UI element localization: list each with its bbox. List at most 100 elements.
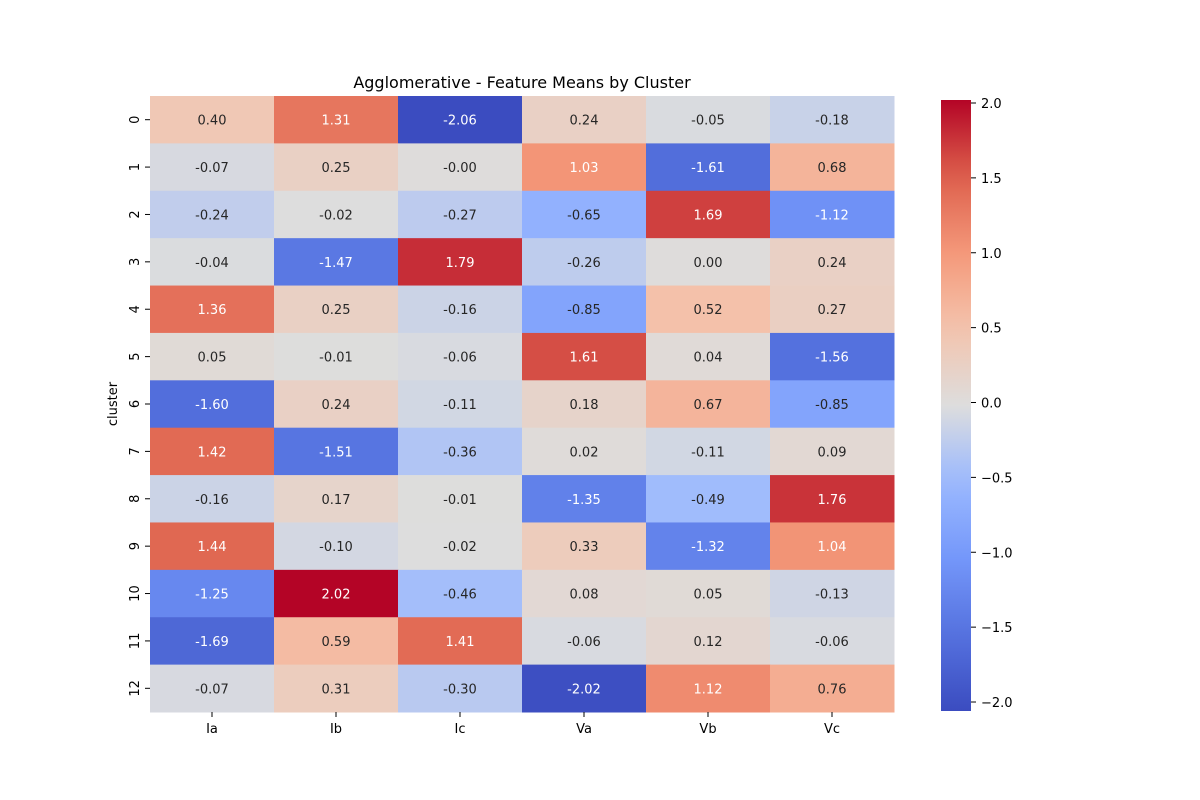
heatmap-cell (646, 475, 771, 523)
heatmap-cell (274, 475, 399, 523)
heatmap-cell (274, 143, 399, 192)
y-tick-label: 5 (128, 352, 143, 360)
colorbar-tick-label: 1.5 (981, 172, 1002, 187)
heatmap-cell (398, 664, 523, 713)
heatmap-cell (150, 332, 275, 381)
cell-value-label: -0.16 (443, 303, 477, 318)
heatmap-cell (398, 238, 523, 287)
cell-value-label: -1.56 (815, 351, 849, 366)
cell-value-label: 1.03 (570, 161, 599, 176)
cell-value-label: -0.11 (443, 398, 477, 413)
cell-value-label: -0.10 (319, 540, 353, 555)
cell-value-label: 1.42 (198, 445, 227, 460)
heatmap-cell (770, 238, 895, 287)
cell-value-label: -0.01 (443, 493, 477, 508)
y-tick-label: 10 (128, 585, 143, 602)
y-tick-label: 8 (128, 495, 143, 503)
cell-value-label: 0.33 (570, 540, 599, 555)
heatmap-cell (398, 332, 523, 381)
heatmap-cell (150, 143, 275, 192)
y-tick-label: 4 (128, 305, 143, 313)
cell-value-label: -0.01 (319, 351, 353, 366)
y-tick-label: 11 (128, 633, 143, 650)
cell-value-label: 1.31 (322, 114, 351, 129)
cell-value-label: -0.13 (815, 588, 849, 603)
cell-value-label: 0.76 (818, 682, 847, 697)
heatmap-cell (274, 285, 399, 334)
colorbar-gradient (941, 100, 971, 711)
heatmap-cell (274, 96, 399, 144)
colorbar-tick-label: 2.0 (981, 97, 1002, 112)
heatmap-cell (646, 522, 771, 571)
cell-value-label: 0.25 (322, 303, 351, 318)
heatmap-cell (770, 475, 895, 523)
heatmap-cell (150, 617, 275, 666)
heatmap-cell (646, 664, 771, 713)
cell-value-label: -0.06 (815, 635, 849, 650)
cell-value-label: 0.67 (694, 398, 723, 413)
cell-value-label: -1.32 (691, 540, 725, 555)
heatmap-cell (646, 427, 771, 476)
cell-value-label: -0.24 (195, 208, 229, 223)
heatmap-cell (150, 664, 275, 713)
heatmap-cell (770, 285, 895, 334)
heatmap-cell (646, 569, 771, 618)
heatmap-cell (398, 96, 523, 144)
y-tick-label: 3 (128, 258, 143, 266)
cell-value-label: 1.76 (818, 493, 847, 508)
cell-value-label: -0.49 (691, 493, 725, 508)
cell-value-label: -0.02 (443, 540, 477, 555)
y-tick-label: 6 (128, 400, 143, 408)
heatmap-cell (522, 190, 647, 239)
heatmap-cell (150, 522, 275, 571)
cell-value-label: 0.25 (322, 161, 351, 176)
cell-value-label: -0.30 (443, 682, 477, 697)
colorbar: 2.0 1.5 1.0 0.5 0.0 −0.5 −1.0 −1.5 −2.0 (941, 97, 1013, 711)
cell-value-label: 1.69 (694, 208, 723, 223)
cell-value-label: 0.24 (570, 114, 599, 129)
cell-value-label: 1.44 (198, 540, 227, 555)
cell-value-label: -0.16 (195, 493, 229, 508)
heatmap-cell (274, 427, 399, 476)
heatmap-cell (646, 96, 771, 144)
heatmap-cell (274, 664, 399, 713)
heatmap-cell (522, 238, 647, 287)
colorbar-tick-label: 1.0 (981, 247, 1002, 262)
cell-value-label: -0.18 (815, 114, 849, 129)
heatmap-cell (398, 522, 523, 571)
cell-value-label: 0.52 (694, 303, 723, 318)
heatmap-cell (150, 427, 275, 476)
x-tick-label: Ia (206, 722, 218, 737)
y-tick-label: 2 (128, 210, 143, 218)
heatmap-cell (646, 332, 771, 381)
cell-value-label: 1.36 (198, 303, 227, 318)
cell-value-label: -0.11 (691, 445, 725, 460)
x-tick-label: Ib (330, 722, 342, 737)
cell-value-label: 0.59 (322, 635, 351, 650)
y-tick-label: 9 (128, 542, 143, 550)
heatmap-cell (646, 143, 771, 192)
heatmap-cell (770, 96, 895, 144)
x-tick-label: Vc (824, 722, 840, 737)
heatmap-cell (770, 380, 895, 429)
cell-value-label: 0.18 (570, 398, 599, 413)
cell-value-label: -0.02 (319, 208, 353, 223)
colorbar-tick-label: −0.5 (981, 471, 1013, 486)
y-tick-label: 12 (128, 680, 143, 697)
cell-value-label: 0.24 (818, 256, 847, 271)
heatmap-cell (646, 190, 771, 239)
heatmap-cell (274, 332, 399, 381)
heatmap-cell (398, 285, 523, 334)
colorbar-tick-label: 0.0 (981, 397, 1002, 412)
heatmap-cell (274, 380, 399, 429)
cell-value-label: 0.12 (694, 635, 723, 650)
x-tick-label: Vb (699, 722, 716, 737)
cell-value-label: 0.68 (818, 161, 847, 176)
cell-value-label: -0.46 (443, 588, 477, 603)
cell-value-label: 1.04 (818, 540, 847, 555)
cell-value-label: 0.24 (322, 398, 351, 413)
heatmap-cell (398, 569, 523, 618)
cell-value-label: -0.00 (443, 161, 477, 176)
cell-value-label: 1.41 (446, 635, 475, 650)
